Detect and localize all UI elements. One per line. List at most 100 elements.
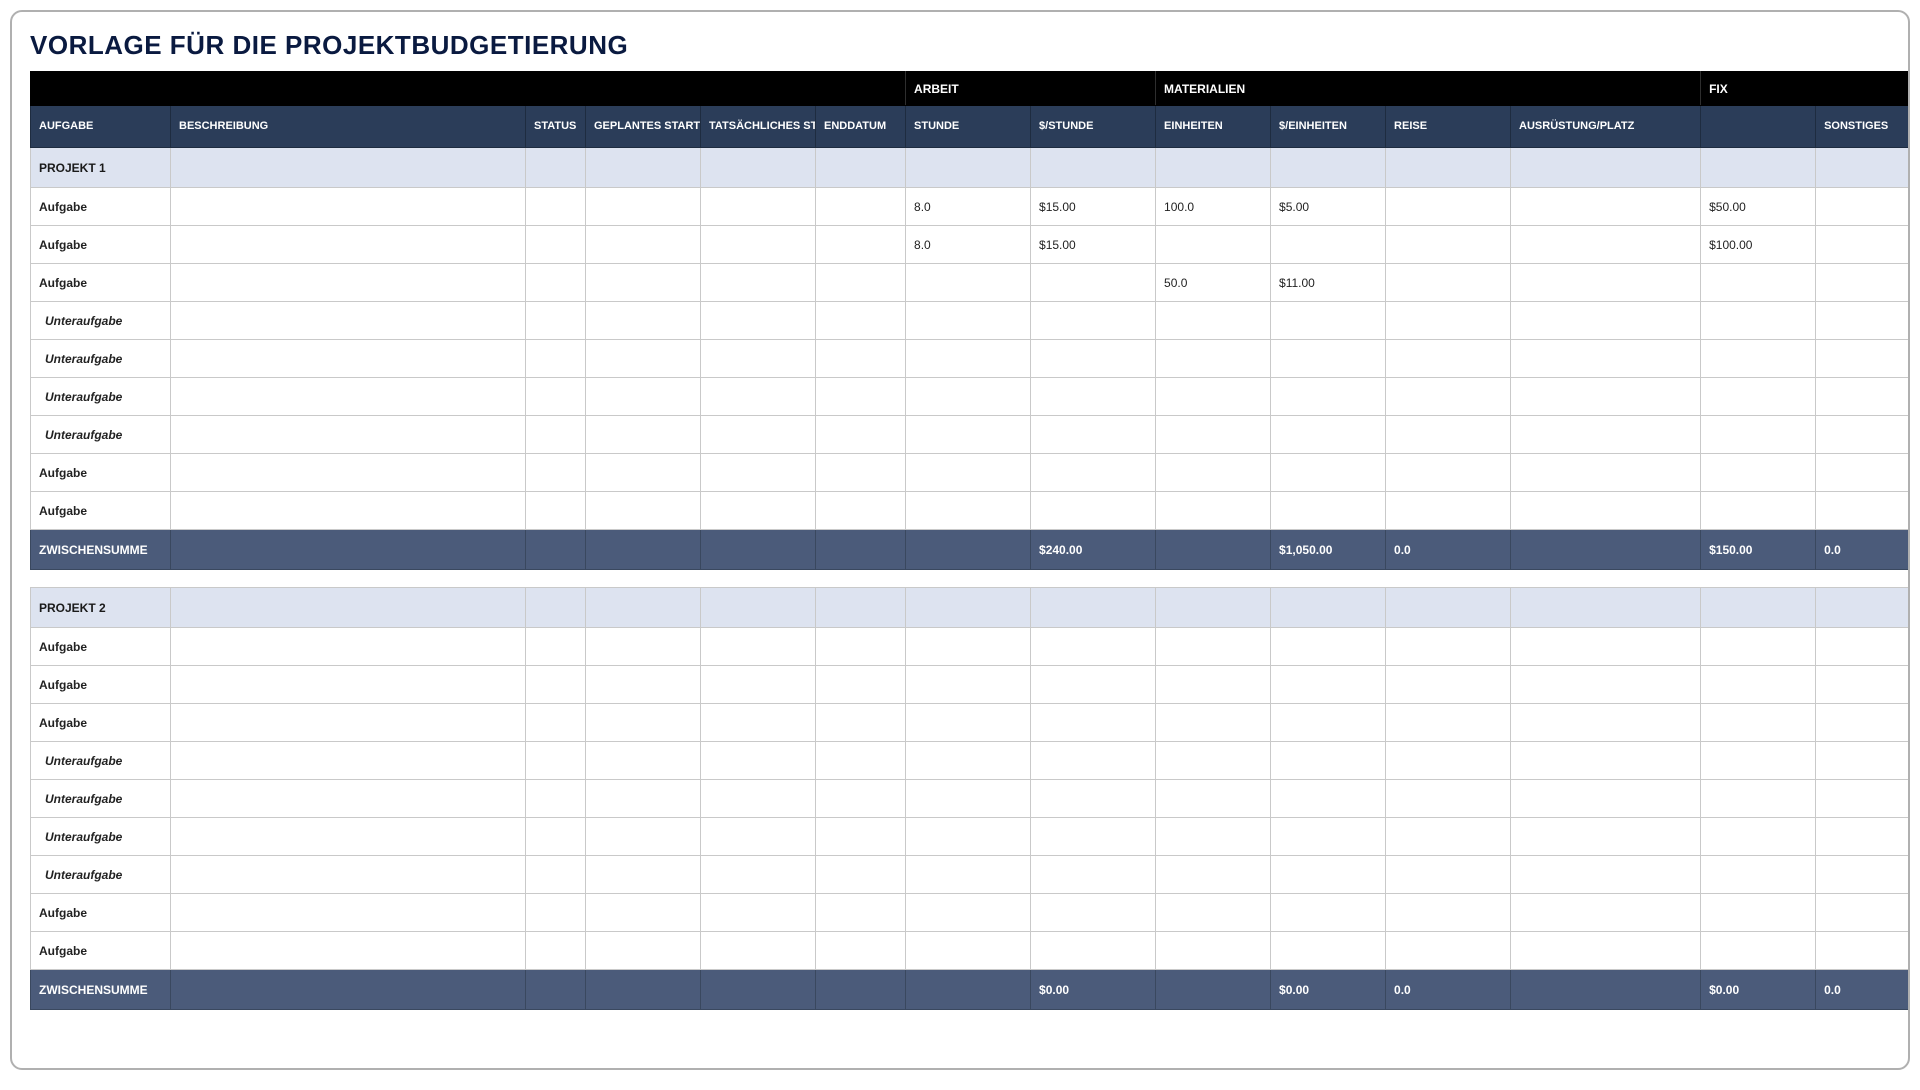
- sonstiges-cell[interactable]: [1816, 628, 1910, 666]
- einheiten-cell[interactable]: [1156, 666, 1271, 704]
- ausruestung-cell[interactable]: [1511, 704, 1701, 742]
- beschreibung-cell[interactable]: [171, 894, 526, 932]
- reise-cell[interactable]: [1386, 226, 1511, 264]
- pro-einheiten-cell[interactable]: [1271, 302, 1386, 340]
- ausruestung-cell[interactable]: [1511, 416, 1701, 454]
- tatsaechliches-start-cell[interactable]: [701, 856, 816, 894]
- einheiten-cell[interactable]: [1156, 818, 1271, 856]
- pro-stunde-cell[interactable]: [1031, 666, 1156, 704]
- task-name-cell[interactable]: Aufgabe: [31, 932, 171, 970]
- status-cell[interactable]: [526, 704, 586, 742]
- reise-cell[interactable]: [1386, 378, 1511, 416]
- fix-cell[interactable]: [1701, 780, 1816, 818]
- tatsaechliches-start-cell[interactable]: [701, 704, 816, 742]
- status-cell[interactable]: [526, 188, 586, 226]
- task-name-cell[interactable]: Aufgabe: [31, 666, 171, 704]
- enddatum-cell[interactable]: [816, 932, 906, 970]
- einheiten-cell[interactable]: [1156, 454, 1271, 492]
- reise-cell[interactable]: [1386, 780, 1511, 818]
- reise-cell[interactable]: [1386, 742, 1511, 780]
- geplantes-start-cell[interactable]: [586, 302, 701, 340]
- task-name-cell[interactable]: Aufgabe: [31, 188, 171, 226]
- beschreibung-cell[interactable]: [171, 302, 526, 340]
- beschreibung-cell[interactable]: [171, 226, 526, 264]
- enddatum-cell[interactable]: [816, 188, 906, 226]
- geplantes-start-cell[interactable]: [586, 264, 701, 302]
- geplantes-start-cell[interactable]: [586, 666, 701, 704]
- beschreibung-cell[interactable]: [171, 780, 526, 818]
- enddatum-cell[interactable]: [816, 378, 906, 416]
- beschreibung-cell[interactable]: [171, 340, 526, 378]
- status-cell[interactable]: [526, 628, 586, 666]
- task-name-cell[interactable]: Aufgabe: [31, 226, 171, 264]
- enddatum-cell[interactable]: [816, 742, 906, 780]
- geplantes-start-cell[interactable]: [586, 378, 701, 416]
- pro-stunde-cell[interactable]: [1031, 628, 1156, 666]
- pro-stunde-cell[interactable]: [1031, 302, 1156, 340]
- reise-cell[interactable]: [1386, 302, 1511, 340]
- sonstiges-cell[interactable]: [1816, 416, 1910, 454]
- stunde-cell[interactable]: [906, 894, 1031, 932]
- einheiten-cell[interactable]: [1156, 416, 1271, 454]
- reise-cell[interactable]: [1386, 416, 1511, 454]
- reise-cell[interactable]: [1386, 704, 1511, 742]
- pro-einheiten-cell[interactable]: $11.00: [1271, 264, 1386, 302]
- pro-einheiten-cell[interactable]: [1271, 340, 1386, 378]
- status-cell[interactable]: [526, 226, 586, 264]
- reise-cell[interactable]: [1386, 818, 1511, 856]
- pro-stunde-cell[interactable]: $15.00: [1031, 226, 1156, 264]
- geplantes-start-cell[interactable]: [586, 780, 701, 818]
- ausruestung-cell[interactable]: [1511, 932, 1701, 970]
- reise-cell[interactable]: [1386, 666, 1511, 704]
- ausruestung-cell[interactable]: [1511, 302, 1701, 340]
- sonstiges-cell[interactable]: [1816, 704, 1910, 742]
- enddatum-cell[interactable]: [816, 818, 906, 856]
- pro-stunde-cell[interactable]: [1031, 856, 1156, 894]
- ausruestung-cell[interactable]: [1511, 226, 1701, 264]
- pro-einheiten-cell[interactable]: [1271, 704, 1386, 742]
- geplantes-start-cell[interactable]: [586, 416, 701, 454]
- einheiten-cell[interactable]: 50.0: [1156, 264, 1271, 302]
- beschreibung-cell[interactable]: [171, 628, 526, 666]
- pro-einheiten-cell[interactable]: [1271, 378, 1386, 416]
- ausruestung-cell[interactable]: [1511, 628, 1701, 666]
- sonstiges-cell[interactable]: [1816, 226, 1910, 264]
- reise-cell[interactable]: [1386, 340, 1511, 378]
- pro-stunde-cell[interactable]: $15.00: [1031, 188, 1156, 226]
- pro-stunde-cell[interactable]: [1031, 704, 1156, 742]
- stunde-cell[interactable]: [906, 340, 1031, 378]
- status-cell[interactable]: [526, 666, 586, 704]
- sonstiges-cell[interactable]: [1816, 894, 1910, 932]
- pro-stunde-cell[interactable]: [1031, 932, 1156, 970]
- sonstiges-cell[interactable]: [1816, 378, 1910, 416]
- sonstiges-cell[interactable]: [1816, 264, 1910, 302]
- fix-cell[interactable]: $100.00: [1701, 226, 1816, 264]
- task-name-cell[interactable]: Unteraufgabe: [31, 340, 171, 378]
- ausruestung-cell[interactable]: [1511, 340, 1701, 378]
- tatsaechliches-start-cell[interactable]: [701, 894, 816, 932]
- einheiten-cell[interactable]: [1156, 704, 1271, 742]
- sonstiges-cell[interactable]: [1816, 780, 1910, 818]
- geplantes-start-cell[interactable]: [586, 188, 701, 226]
- einheiten-cell[interactable]: [1156, 856, 1271, 894]
- fix-cell[interactable]: [1701, 492, 1816, 530]
- einheiten-cell[interactable]: [1156, 302, 1271, 340]
- geplantes-start-cell[interactable]: [586, 856, 701, 894]
- fix-cell[interactable]: [1701, 932, 1816, 970]
- task-name-cell[interactable]: Unteraufgabe: [31, 416, 171, 454]
- stunde-cell[interactable]: [906, 780, 1031, 818]
- pro-einheiten-cell[interactable]: [1271, 742, 1386, 780]
- status-cell[interactable]: [526, 378, 586, 416]
- sonstiges-cell[interactable]: [1816, 454, 1910, 492]
- pro-stunde-cell[interactable]: [1031, 454, 1156, 492]
- sonstiges-cell[interactable]: [1816, 492, 1910, 530]
- stunde-cell[interactable]: [906, 856, 1031, 894]
- pro-einheiten-cell[interactable]: $5.00: [1271, 188, 1386, 226]
- stunde-cell[interactable]: [906, 932, 1031, 970]
- beschreibung-cell[interactable]: [171, 666, 526, 704]
- pro-stunde-cell[interactable]: [1031, 894, 1156, 932]
- einheiten-cell[interactable]: [1156, 894, 1271, 932]
- fix-cell[interactable]: [1701, 416, 1816, 454]
- stunde-cell[interactable]: [906, 492, 1031, 530]
- fix-cell[interactable]: [1701, 818, 1816, 856]
